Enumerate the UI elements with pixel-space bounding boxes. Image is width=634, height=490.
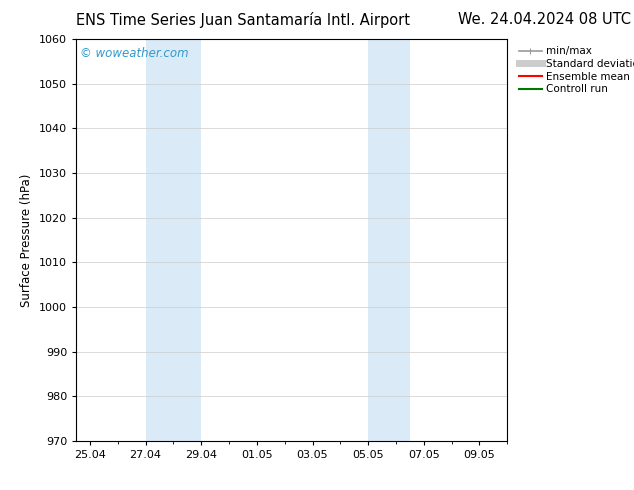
Text: We. 24.04.2024 08 UTC: We. 24.04.2024 08 UTC xyxy=(458,12,631,27)
Bar xyxy=(368,39,410,441)
Legend: min/max, Standard deviation, Ensemble mean run, Controll run: min/max, Standard deviation, Ensemble me… xyxy=(517,45,634,97)
Text: © woweather.com: © woweather.com xyxy=(81,47,189,60)
Y-axis label: Surface Pressure (hPa): Surface Pressure (hPa) xyxy=(20,173,34,307)
Bar xyxy=(146,39,201,441)
Text: ENS Time Series Juan Santamaría Intl. Airport: ENS Time Series Juan Santamaría Intl. Ai… xyxy=(76,12,410,28)
